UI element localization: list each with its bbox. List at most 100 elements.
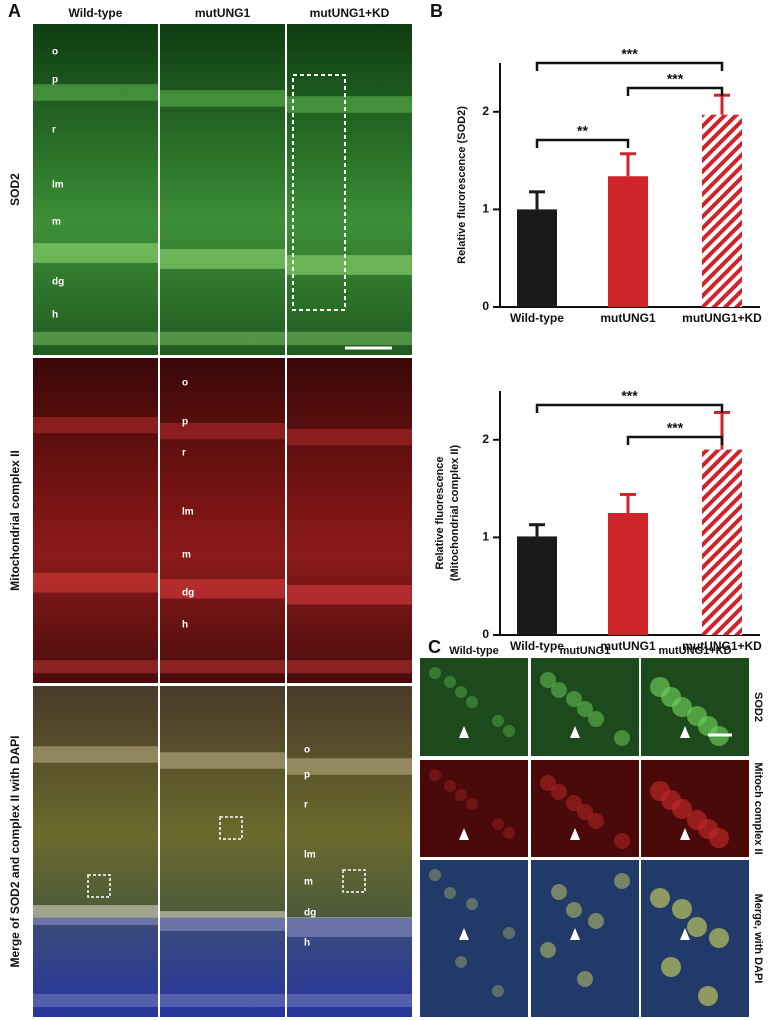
cell-signal <box>687 706 707 726</box>
micrograph <box>33 686 158 1017</box>
cell-signal <box>503 827 515 839</box>
micrograph <box>287 24 412 355</box>
roi-box <box>292 74 346 311</box>
dapi-layer <box>160 917 285 1017</box>
y-axis-label: Relative flurorescence (SOD2) <box>456 106 468 264</box>
x-tick-label: mutUNG1 <box>600 639 656 653</box>
significance-label: *** <box>667 71 684 87</box>
cell-signal <box>540 942 556 958</box>
layer-label: o <box>52 47 58 58</box>
cell-signal <box>672 899 692 919</box>
layer-label: lm <box>182 507 194 518</box>
layer-label: r <box>52 125 56 136</box>
cell-signal <box>455 956 467 968</box>
layer-label: dg <box>304 908 316 919</box>
row-label: Merge of SOD2 and complex II with DAPI <box>8 735 22 967</box>
y-tick-label: 1 <box>482 202 489 216</box>
roi-box <box>219 816 243 840</box>
layer-label: lm <box>304 850 316 861</box>
arrowhead <box>459 828 469 840</box>
column-header: mutUNG1 <box>195 6 251 20</box>
column-header: mutUNG1 <box>560 645 611 657</box>
column-header: mutUNG1+KD <box>310 6 390 20</box>
cell-signal <box>429 869 441 881</box>
significance-bracket <box>535 403 724 413</box>
cell-signal <box>577 804 593 820</box>
bar <box>608 176 648 307</box>
panel-b: 0 1 2 Relative flurorescence (SOD2) Wild-typ… <box>434 46 762 653</box>
layer-label: m <box>52 217 61 228</box>
cell-signal <box>614 833 630 849</box>
row-label: Merge, with DAPI <box>752 894 764 984</box>
cell-signal <box>650 781 670 801</box>
cell-layer <box>287 585 412 605</box>
cell-layer <box>33 417 158 434</box>
cell-signal <box>466 798 478 810</box>
cell-layer <box>33 660 158 674</box>
cell-signal <box>444 887 456 899</box>
panel-a: Wild-type mutUNG1 mutUNG1+KD SOD2 Mitochondr… <box>8 6 412 1017</box>
cell-signal <box>709 928 729 948</box>
y-axis-label: Relative fluorescence <box>434 456 446 569</box>
panel-label: B <box>430 1 443 21</box>
significance-bracket <box>535 61 724 71</box>
y-tick-label: 2 <box>482 104 489 118</box>
layer-label: m <box>182 550 191 561</box>
layer-label: p <box>52 75 58 86</box>
panel-label: A <box>8 1 21 21</box>
cell-signal <box>492 715 504 727</box>
cell-signal <box>577 971 593 987</box>
micrograph <box>420 860 528 1017</box>
cell-layer <box>160 660 285 674</box>
bar <box>702 449 742 635</box>
y-tick-label: 0 <box>482 627 489 641</box>
cell-layer <box>160 423 285 440</box>
cell-signal <box>551 884 567 900</box>
micrograph <box>160 24 285 355</box>
micrograph <box>160 358 285 683</box>
bar <box>608 513 648 635</box>
cell-signal <box>687 917 707 937</box>
cell-layer <box>160 249 285 269</box>
cell-signal <box>503 927 515 939</box>
cell-signal <box>588 813 604 829</box>
layer-label: h <box>304 938 310 949</box>
cell-signal <box>614 873 630 889</box>
bar <box>517 536 557 635</box>
cell-layer <box>33 573 158 593</box>
cell-layer <box>287 331 412 346</box>
cell-layer <box>287 993 412 1008</box>
x-tick-label: mutUNG1 <box>600 311 656 325</box>
significance-label: *** <box>621 388 638 404</box>
cell-signal <box>455 686 467 698</box>
cell-layer <box>160 90 285 107</box>
layer-label: h <box>182 620 188 631</box>
significance-label: *** <box>667 420 684 436</box>
significance-bracket <box>535 138 630 148</box>
y-tick-label: 0 <box>482 299 489 313</box>
cell-signal <box>588 913 604 929</box>
layer-label: p <box>304 770 310 781</box>
roi-box <box>87 874 111 898</box>
row-label: Mitoch complex II <box>752 762 764 854</box>
arrowhead <box>570 726 580 738</box>
row-label: SOD2 <box>8 173 22 206</box>
x-tick-label: mutUNG1+KD <box>682 639 762 653</box>
cell-signal <box>687 810 707 830</box>
micrograph <box>420 760 528 857</box>
cell-layer <box>287 917 412 937</box>
cell-signal <box>444 676 456 688</box>
micrograph <box>287 358 412 683</box>
cell-signal <box>540 775 556 791</box>
cell-layer <box>33 905 158 925</box>
cell-layer <box>287 660 412 674</box>
cell-signal <box>455 789 467 801</box>
layer-label: r <box>182 448 186 459</box>
cell-layer <box>287 429 412 446</box>
layer-label: h <box>52 310 58 321</box>
bar <box>517 209 557 307</box>
layer-label: p <box>182 417 188 428</box>
cell-signal <box>614 730 630 746</box>
cell-layer <box>287 96 412 113</box>
